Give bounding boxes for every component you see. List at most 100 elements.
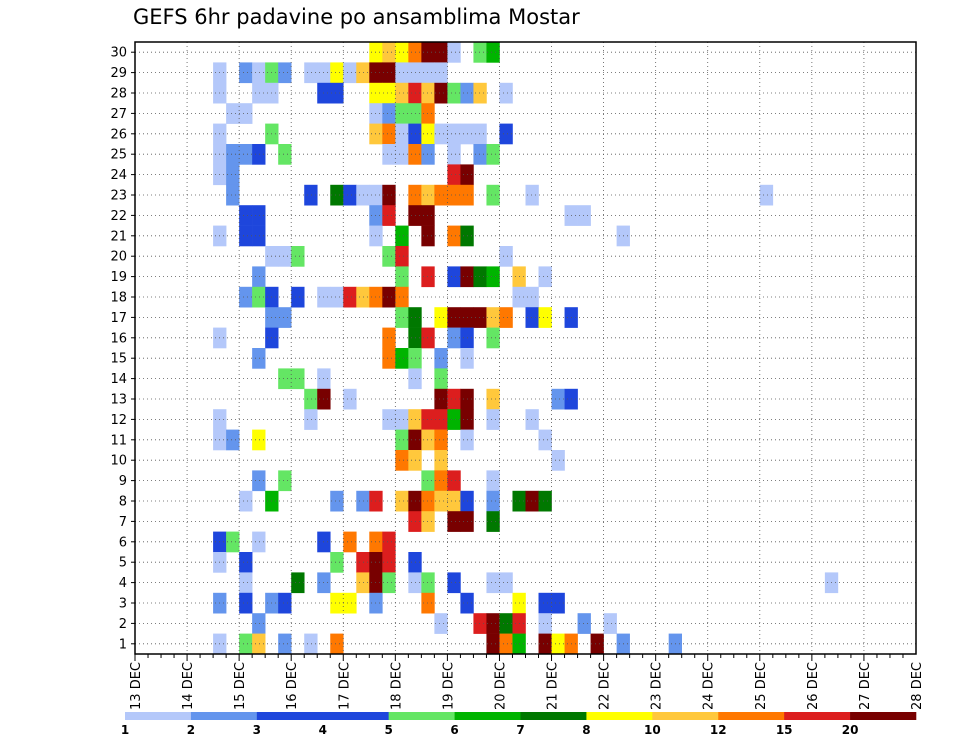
y-tick-label: 16	[110, 331, 127, 346]
heatmap-cell	[434, 409, 448, 430]
heatmap-cell	[486, 42, 500, 63]
heatmap-cell	[382, 572, 396, 594]
heatmap-cell	[434, 123, 448, 145]
heatmap-cell	[434, 613, 448, 634]
colorbar: 1 2 3 4 5 6 7 8 10 12 15 20	[121, 712, 917, 737]
heatmap-cell	[421, 429, 435, 451]
heatmap-cell	[330, 633, 344, 655]
heatmap-cell	[421, 62, 435, 84]
heatmap-cell	[447, 388, 461, 410]
heatmap-cell	[395, 42, 409, 63]
heatmap-cell	[395, 62, 409, 84]
heatmap-cell	[421, 266, 435, 288]
heatmap-cell	[226, 103, 240, 124]
colorbar-label: 20	[842, 723, 859, 737]
heatmap-cell	[473, 123, 487, 145]
x-tick-label: 27 DEC	[858, 662, 873, 710]
heatmap-cell	[434, 388, 448, 410]
heatmap-cell	[447, 144, 461, 165]
y-tick-label: 20	[110, 250, 127, 265]
x-tick-label: 13 DEC	[129, 662, 144, 710]
heatmap-cell	[330, 592, 344, 614]
heatmap-cell	[447, 327, 461, 349]
heatmap-cell	[395, 409, 409, 430]
heatmap-cell	[395, 144, 409, 165]
heatmap-cell	[421, 144, 435, 165]
heatmap-cell	[343, 184, 357, 206]
heatmap-cell	[330, 490, 344, 512]
heatmap-cell	[278, 592, 292, 614]
heatmap-cell	[291, 572, 305, 594]
heatmap-cell	[473, 144, 487, 165]
heatmap-cell	[447, 123, 461, 145]
heatmap-cell	[499, 246, 513, 267]
heatmap-cell	[382, 82, 396, 104]
heatmap-cell	[330, 552, 344, 573]
heatmap-cell	[473, 307, 487, 328]
heatmap-cell	[252, 266, 266, 288]
heatmap-cell	[499, 633, 513, 655]
heatmap-cell	[395, 246, 409, 267]
heatmap-cell	[434, 450, 448, 471]
heatmap-cell	[395, 103, 409, 124]
y-tick-label: 25	[110, 148, 127, 163]
heatmap-cell	[252, 62, 266, 84]
heatmap-cell	[395, 307, 409, 328]
y-tick-label: 11	[110, 433, 127, 448]
heatmap-cell	[382, 103, 396, 124]
heatmap-cell	[486, 490, 500, 512]
heatmap-cell	[382, 123, 396, 145]
x-tick-label: 20 DEC	[493, 662, 508, 710]
heatmap-cell	[304, 633, 318, 655]
heatmap-cell	[395, 348, 409, 369]
x-tick-label: 23 DEC	[650, 662, 665, 710]
heatmap-cell	[343, 388, 357, 410]
heatmap-cell	[278, 144, 292, 165]
x-tick-label: 19 DEC	[441, 662, 456, 710]
heatmap-cell	[525, 286, 539, 308]
x-tick-label: 24 DEC	[702, 662, 717, 710]
heatmap-cell	[395, 266, 409, 288]
heatmap-cell	[447, 572, 461, 594]
x-tick-label: 14 DEC	[181, 662, 196, 710]
colorbar-swatch	[125, 712, 192, 720]
heatmap-cell	[252, 613, 266, 634]
heatmap-cell	[291, 286, 305, 308]
y-tick-label: 18	[110, 291, 127, 306]
heatmap-cell	[304, 388, 318, 410]
heatmap-cell	[343, 531, 357, 553]
heatmap-cell	[395, 286, 409, 308]
heatmap-cell	[330, 82, 344, 104]
x-tick-label: 18 DEC	[389, 662, 404, 710]
heatmap-cell	[447, 225, 461, 247]
heatmap-cell	[239, 205, 253, 226]
heatmap-cell	[421, 42, 435, 63]
y-tick-label: 22	[110, 209, 127, 224]
heatmap-cell	[382, 409, 396, 430]
heatmap-cell	[538, 307, 552, 328]
heatmap-cell	[278, 62, 292, 84]
heatmap-cell	[304, 409, 318, 430]
heatmap-cell	[486, 511, 500, 532]
heatmap-cell	[473, 266, 487, 288]
heatmap-cell	[499, 613, 513, 634]
x-tick-label: 22 DEC	[598, 662, 613, 710]
heatmap-cell	[447, 266, 461, 288]
x-tick-label: 26 DEC	[806, 662, 821, 710]
y-tick-label: 27	[110, 107, 127, 122]
heatmap-cell	[759, 184, 774, 206]
heatmap-cell	[486, 633, 500, 655]
heatmap-cell	[486, 388, 500, 410]
heatmap-cell	[239, 572, 253, 594]
colorbar-swatch	[190, 712, 258, 720]
heatmap-cell	[447, 490, 461, 512]
y-tick-label: 2	[119, 617, 127, 632]
heatmap-cell	[291, 368, 305, 390]
heatmap-cell	[239, 62, 253, 84]
heatmap-cell	[499, 123, 513, 145]
heatmap-cell	[382, 144, 396, 165]
heatmap-cell	[525, 409, 539, 430]
heatmap-cell	[356, 286, 370, 308]
heatmap-cell	[356, 490, 370, 512]
heatmap-cell	[447, 82, 461, 104]
